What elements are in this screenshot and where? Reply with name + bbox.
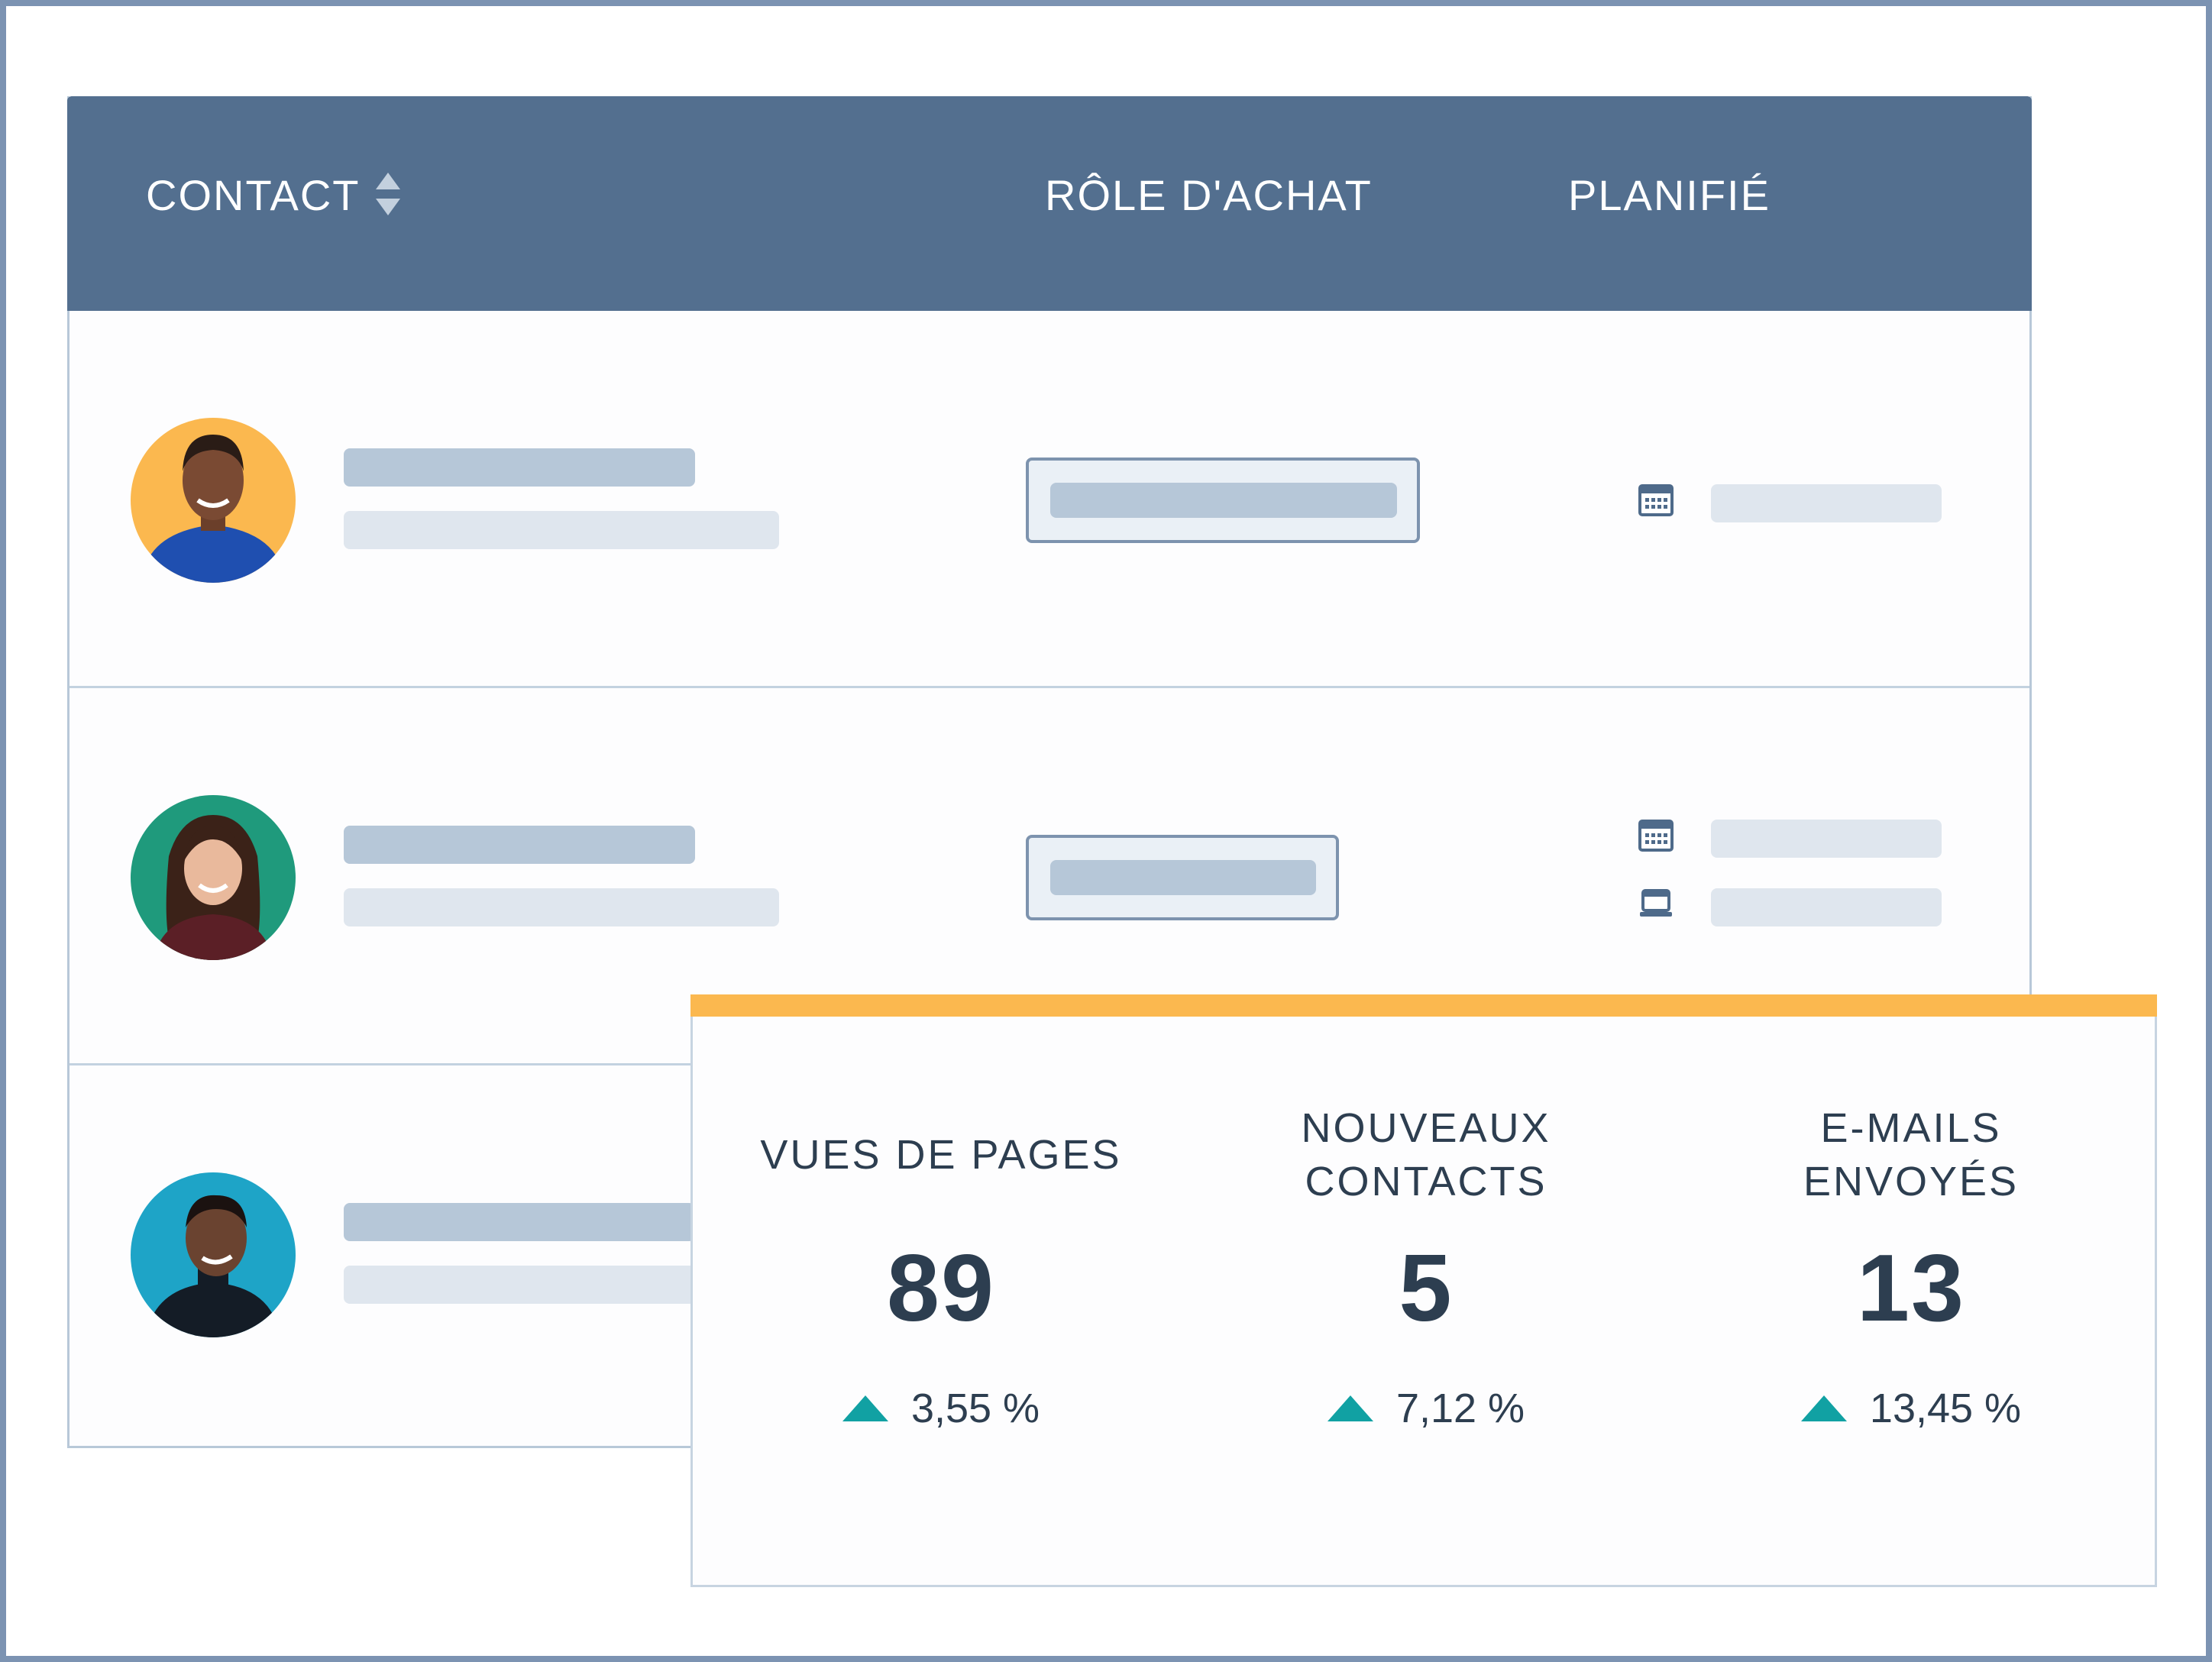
avatar bbox=[131, 795, 296, 960]
calendar-icon bbox=[1638, 484, 1674, 516]
stat-change: 13,45 % bbox=[1682, 1386, 2140, 1431]
trend-up-icon bbox=[1327, 1395, 1373, 1421]
contact-detail-placeholder bbox=[344, 511, 779, 549]
table-row[interactable] bbox=[70, 688, 2029, 1065]
buying-role-select[interactable] bbox=[1026, 835, 1339, 920]
stat-value: 89 bbox=[887, 1236, 995, 1341]
laptop-icon bbox=[1640, 889, 1672, 917]
sort-icon[interactable] bbox=[373, 171, 403, 217]
trend-up-icon bbox=[1800, 1395, 1847, 1421]
trend-up-icon bbox=[842, 1395, 888, 1421]
table-row[interactable] bbox=[70, 311, 2029, 688]
person-photo bbox=[131, 795, 296, 960]
stat-change-value: 13,45 % bbox=[1869, 1386, 2022, 1431]
person-photo bbox=[131, 1172, 296, 1337]
stat-change: 7,12 % bbox=[1197, 1386, 1655, 1431]
planned-meeting-placeholder bbox=[1711, 888, 1942, 926]
stat-label: NOUVEAUX CONTACTS bbox=[1301, 1105, 1551, 1204]
avatar bbox=[131, 1172, 296, 1337]
calendar-icon bbox=[1638, 820, 1674, 852]
stat-change: 3,55 % bbox=[712, 1386, 1170, 1431]
stat-label: VUES DE PAGES bbox=[760, 1132, 1122, 1178]
stat-new-contacts: NOUVEAUX CONTACTS 5 7,12 % bbox=[1197, 1101, 1655, 1431]
avatar bbox=[131, 418, 296, 583]
stats-card: VUES DE PAGES 89 3,55 % NOUVEAUX CONTACT… bbox=[690, 994, 2157, 1587]
contact-detail-placeholder bbox=[344, 888, 779, 926]
stat-change-value: 7,12 % bbox=[1395, 1386, 1525, 1431]
stats-accent-bar bbox=[690, 994, 2157, 1017]
planned-date-placeholder bbox=[1711, 484, 1942, 522]
stat-change-value: 3,55 % bbox=[910, 1386, 1040, 1431]
contact-name-placeholder bbox=[344, 826, 695, 864]
contact-name-placeholder bbox=[344, 1203, 695, 1241]
column-header-planned[interactable]: PLANIFIÉ bbox=[1568, 171, 1771, 219]
contact-name-placeholder bbox=[344, 448, 695, 487]
planned-date-placeholder bbox=[1711, 820, 1942, 858]
column-header-contact[interactable]: CONTACT bbox=[146, 171, 361, 219]
stat-label: E-MAILS ENVOYÉS bbox=[1803, 1105, 2020, 1204]
stat-page-views: VUES DE PAGES 89 3,55 % bbox=[712, 1101, 1170, 1431]
stat-value: 5 bbox=[1399, 1236, 1454, 1341]
stat-emails-sent: E-MAILS ENVOYÉS 13 13,45 % bbox=[1682, 1101, 2140, 1431]
stat-value: 13 bbox=[1857, 1236, 1965, 1341]
table-header: CONTACT RÔLE D'ACHAT PLANIFIÉ bbox=[67, 96, 2032, 311]
buying-role-select[interactable] bbox=[1026, 458, 1420, 543]
buying-role-placeholder bbox=[1050, 483, 1397, 518]
person-photo bbox=[131, 418, 296, 583]
buying-role-placeholder bbox=[1050, 860, 1316, 895]
column-header-role[interactable]: RÔLE D'ACHAT bbox=[1045, 171, 1373, 219]
